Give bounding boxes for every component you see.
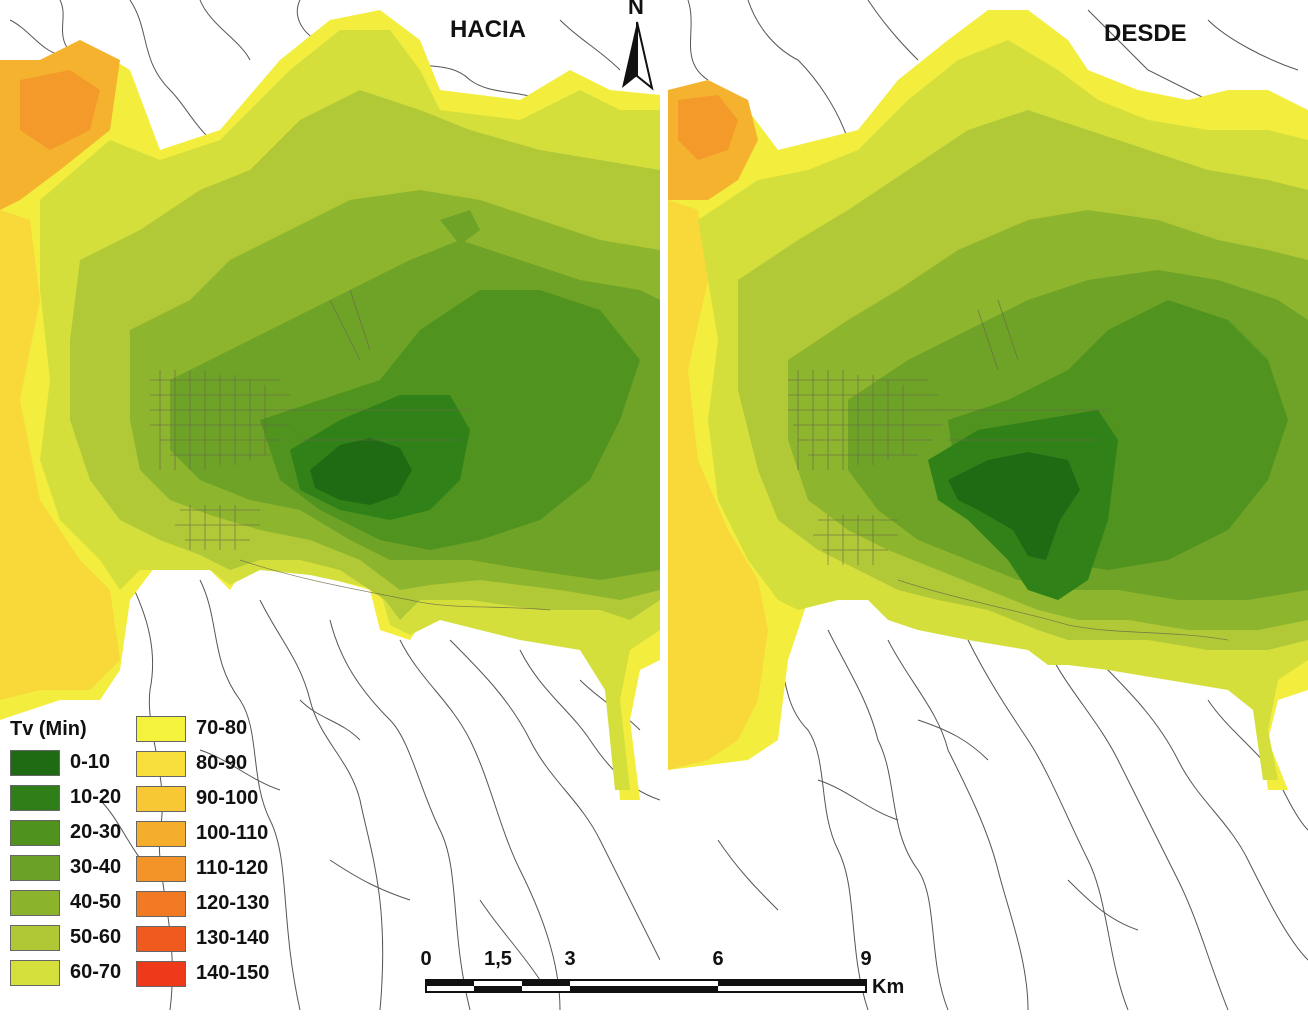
scale-tick-label: 9 <box>860 948 872 970</box>
panel-divider <box>660 0 668 1016</box>
legend-swatch <box>10 960 60 986</box>
legend-swatch <box>10 890 60 916</box>
map-title-desde: DESDE <box>1104 20 1187 47</box>
legend-label: 110-120 <box>196 857 269 879</box>
legend-swatch <box>136 786 186 812</box>
legend: Tv (Min) 0-10 10-20 20-30 30-40 40-50 50-60 60… <box>8 716 298 1016</box>
legend-swatch <box>136 891 186 917</box>
north-label: N <box>628 0 644 19</box>
scale-tick-label: 3 <box>564 948 576 970</box>
scale-segment <box>474 986 522 992</box>
legend-label: 20-30 <box>70 821 122 843</box>
scale-segment <box>522 980 570 986</box>
legend-label: 120-130 <box>196 892 270 914</box>
north-arrow-icon <box>622 21 654 91</box>
travel-time-map-hacia <box>0 0 660 1011</box>
legend-swatch <box>136 856 186 882</box>
legend-title: Tv (Min) <box>10 718 87 740</box>
legend-swatch <box>136 821 186 847</box>
scale-unit: Km <box>872 976 905 998</box>
scale-bar-graphic <box>425 979 867 993</box>
legend-label: 100-110 <box>196 822 269 844</box>
map-panel-hacia: HACIA N Tv (Min) 0-10 10-20 20-30 30-40 40-5… <box>0 0 660 1016</box>
scale-tick-label: 6 <box>712 948 724 970</box>
legend-swatch <box>10 750 60 776</box>
legend-label: 140-150 <box>196 962 270 984</box>
legend-label: 90-100 <box>196 787 259 809</box>
legend-label: 80-90 <box>196 752 248 774</box>
legend-label: 30-40 <box>70 856 122 878</box>
legend-swatch <box>10 820 60 846</box>
legend-swatch <box>136 926 186 952</box>
travel-time-map-desde <box>668 0 1308 1011</box>
scale-segment <box>718 980 866 986</box>
legend-label: 70-80 <box>196 717 248 739</box>
legend-label: 130-140 <box>196 927 270 949</box>
map-title-hacia: HACIA <box>450 16 526 43</box>
legend-swatch <box>136 751 186 777</box>
scale-tick-label: 0 <box>420 948 432 970</box>
legend-label: 10-20 <box>70 786 122 808</box>
scale-segment <box>570 986 718 992</box>
map-panel-desde: DESDE <box>668 0 1308 1016</box>
legend-swatch <box>10 785 60 811</box>
legend-swatch <box>10 925 60 951</box>
legend-label: 0-10 <box>70 751 111 773</box>
legend-label: 60-70 <box>70 961 122 983</box>
legend-swatch <box>136 716 186 742</box>
legend-swatch <box>10 855 60 881</box>
legend-swatch <box>136 961 186 987</box>
scale-segment <box>426 980 474 986</box>
legend-label: 50-60 <box>70 926 122 948</box>
legend-label: 40-50 <box>70 891 122 913</box>
scale-bar: 0 1,5 3 6 9 Km <box>400 944 920 1014</box>
scale-tick-label: 1,5 <box>484 948 512 970</box>
